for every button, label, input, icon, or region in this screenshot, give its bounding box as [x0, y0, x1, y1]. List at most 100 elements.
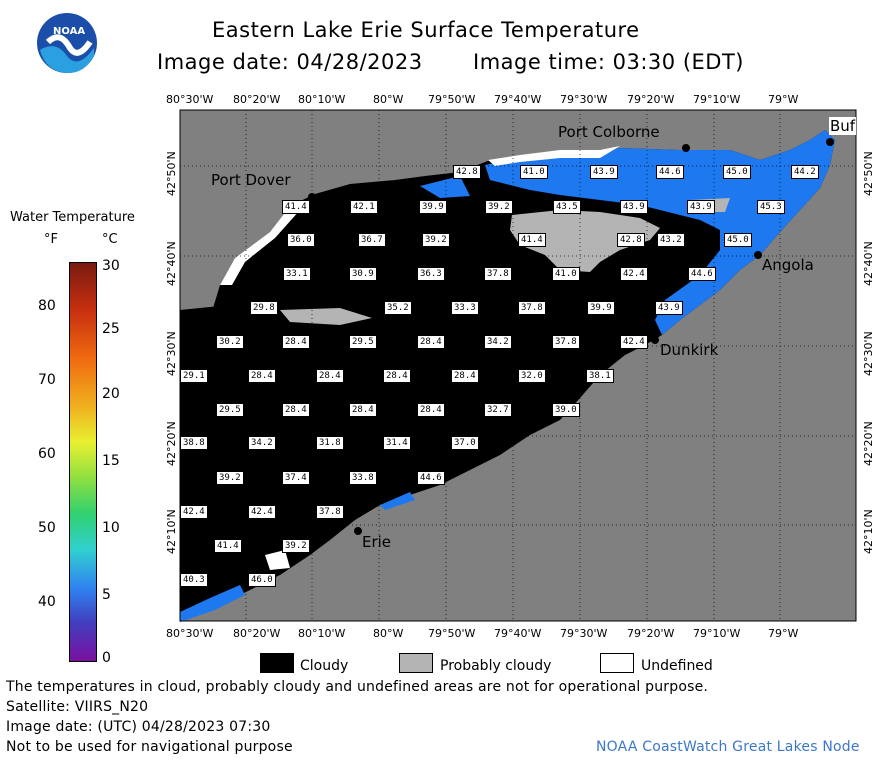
clear-water-area: [485, 130, 835, 335]
lon-label-bottom: 80°10'W: [298, 627, 346, 640]
credit-text: NOAA CoastWatch Great Lakes Node: [596, 739, 860, 755]
city-label-angola: Angola: [762, 256, 814, 274]
temperature-label: 38.1: [586, 369, 614, 383]
city-label-erie: Erie: [362, 533, 392, 551]
temperature-label: 39.9: [587, 301, 615, 315]
temperature-label: 42.8: [453, 165, 481, 179]
noaa-logo: NOAA: [36, 12, 98, 74]
temperature-label: 43.2: [657, 233, 685, 247]
clear-water-area: [380, 492, 415, 510]
scale-c-tick: 0: [102, 650, 111, 666]
image-time: Image time: 03:30 (EDT): [473, 50, 744, 74]
probably-cloudy-area: [280, 308, 372, 325]
temperature-label: 41.0: [552, 267, 580, 281]
temperature-label: 28.4: [349, 403, 377, 417]
temperature-label: 42.4: [180, 505, 208, 519]
temperature-label: 44.2: [791, 165, 819, 179]
temperature-label: 39.2: [282, 539, 310, 553]
temperature-label: 37.8: [484, 267, 512, 281]
logo-text: NOAA: [53, 26, 86, 37]
scale-c-tick: 20: [102, 386, 120, 402]
lon-label-bottom: 80°30'W: [166, 627, 214, 640]
temperature-label: 29.1: [180, 369, 208, 383]
temperature-label: 35.2: [384, 301, 412, 315]
temperature-label: 44.6: [656, 165, 684, 179]
clear-water-area: [180, 585, 245, 622]
city-label-dunkirk: Dunkirk: [660, 341, 719, 359]
city-label-port-colborne: Port Colborne: [558, 123, 660, 141]
image-date: Image date: 04/28/2023: [157, 50, 423, 74]
temperature-label: 42.4: [620, 267, 648, 281]
lon-label-bottom: 79°W: [768, 627, 799, 640]
temperature-label: 33.3: [451, 301, 479, 315]
temperature-label: 41.4: [214, 539, 242, 553]
lon-label-top: 80°W: [373, 93, 404, 106]
temperature-label: 37.8: [518, 301, 546, 315]
temperature-label: 37.0: [451, 436, 479, 450]
clear-water-area: [420, 176, 470, 198]
city-marker-port-colborne: [682, 144, 690, 152]
scale-c-tick: 30: [102, 258, 120, 274]
temperature-label: 31.4: [383, 436, 411, 450]
probably-cloudy-area: [510, 210, 660, 272]
temperature-label: 43.9: [687, 200, 715, 214]
temperature-label: 45.0: [723, 165, 751, 179]
temperature-label: 41.0: [520, 165, 548, 179]
temperature-label: 28.4: [383, 369, 411, 383]
city-marker-dunkirk: [651, 336, 659, 344]
temperature-label: 44.6: [688, 267, 716, 281]
temperature-label: 28.4: [248, 369, 276, 383]
disclaimer-text: The temperatures in cloud, probably clou…: [6, 679, 709, 695]
temperature-label: 29.8: [250, 301, 278, 315]
temperature-scale-title: Water Temperature: [10, 210, 135, 225]
temperature-label: 43.9: [620, 200, 648, 214]
temperature-label: 37.8: [552, 335, 580, 349]
temperature-label: 39.0: [552, 403, 580, 417]
lon-label-top: 79°40'W: [494, 93, 542, 106]
lon-label-bottom: 80°20'W: [233, 627, 281, 640]
temperature-label: 41.4: [518, 233, 546, 247]
scale-c-tick: 10: [102, 520, 120, 536]
temperature-label: 33.8: [349, 471, 377, 485]
temperature-label: 34.2: [248, 436, 276, 450]
city-label-port-dover: Port Dover: [211, 171, 291, 189]
lon-label-top: 79°W: [768, 93, 799, 106]
temperature-label: 31.8: [316, 436, 344, 450]
undefined-area: [220, 206, 300, 285]
temperature-color-bar: [69, 262, 97, 662]
temperature-label: 28.4: [282, 335, 310, 349]
lon-label-top: 80°30'W: [166, 93, 214, 106]
temperature-label: 36.7: [358, 233, 386, 247]
temperature-label: 32.0: [518, 369, 546, 383]
temperature-label: 45.3: [757, 200, 785, 214]
temperature-label: 36.3: [417, 267, 445, 281]
temperature-label: 43.9: [590, 165, 618, 179]
lon-label-bottom: 79°50'W: [428, 627, 476, 640]
legend-label-undefined: Undefined: [641, 658, 713, 674]
temperature-label: 38.8: [180, 436, 208, 450]
scale-f-tick: 50: [38, 520, 56, 536]
temperature-label: 41.4: [282, 200, 310, 214]
scale-f-tick: 60: [38, 446, 56, 462]
temperature-label: 36.0: [287, 233, 315, 247]
temperature-label: 39.2: [216, 471, 244, 485]
temperature-label: 45.0: [724, 233, 752, 247]
legend-swatch-probably-cloudy: [399, 653, 433, 673]
cloud-area: [180, 130, 835, 622]
city-marker-angola: [754, 251, 762, 259]
lon-label-bottom: 79°10'W: [693, 627, 741, 640]
scale-f-tick: 40: [38, 594, 56, 610]
lon-label-top: 79°20'W: [627, 93, 675, 106]
scale-unit-c: °C: [102, 232, 118, 247]
temperature-label: 34.2: [484, 335, 512, 349]
scale-c-tick: 5: [102, 587, 111, 603]
temperature-label: 37.8: [316, 505, 344, 519]
legend-label-probably-cloudy: Probably cloudy: [440, 658, 552, 674]
undefined-area: [488, 146, 620, 166]
navigation-warning: Not to be used for navigational purpose: [6, 739, 293, 755]
temperature-label: 32.7: [484, 403, 512, 417]
city-marker-port-dover: [308, 193, 316, 201]
temperature-label: 42.4: [248, 505, 276, 519]
scale-unit-f: °F: [44, 232, 58, 247]
